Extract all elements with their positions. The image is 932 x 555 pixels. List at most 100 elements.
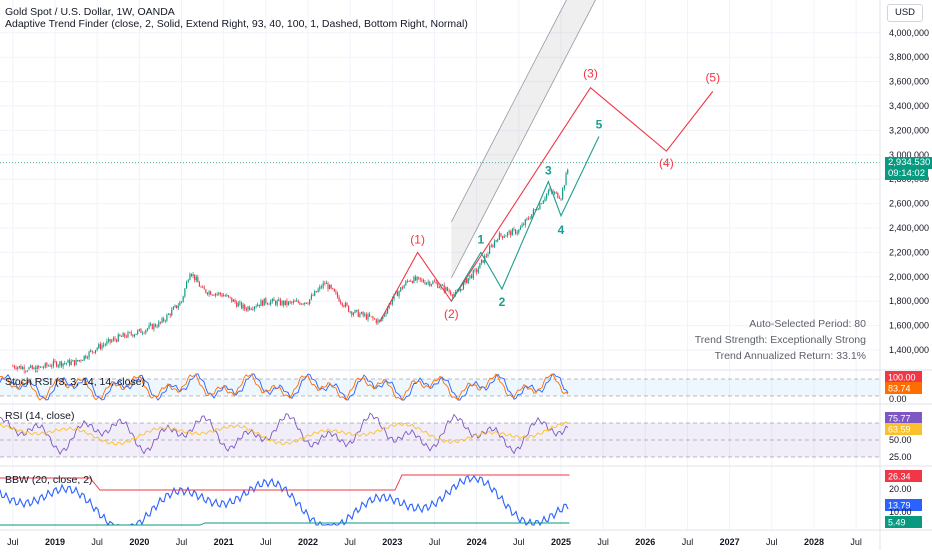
candle-body [172,307,174,310]
candle-body [405,281,407,286]
candle-body [86,357,89,359]
x-tick-label: 2023 [382,537,402,547]
candle-body [39,366,41,368]
candle-body [438,287,440,289]
candle-body [252,309,254,310]
candle-body [88,351,90,358]
candle-body [203,287,205,290]
candle-body [503,236,505,238]
candle-body [103,344,105,346]
candle-body [557,192,559,198]
candle-body [273,298,275,302]
candle-body [138,329,140,331]
candle-body [194,274,196,281]
candle-body [142,332,144,334]
candle-body [547,190,549,194]
candle-body [279,299,281,306]
candle-body [286,300,288,305]
candle-body [90,350,92,352]
candle-body [372,316,374,319]
candle-body [403,285,405,289]
x-tick-label: Jul [260,537,272,547]
candle-body [472,270,474,279]
x-tick-label: 2021 [214,537,234,547]
y-tick-label: 3,400,000 [889,101,929,111]
candle-body [333,288,335,292]
candle-body [112,338,114,341]
candle-body [223,295,225,297]
stoch-rsi-title[interactable]: Stoch RSI (3, 3, 14, 14, close) [5,376,146,388]
pane-tick-label: 50.00 [889,435,912,445]
candle-body [348,305,350,312]
wave-label: 3 [545,164,552,178]
bbw-title[interactable]: BBW (20, close, 2) [5,474,93,486]
pane-badge-text: 5.49 [888,518,906,528]
candle-body [96,347,98,351]
candle-body [555,192,557,194]
candle-body [111,340,113,342]
chart-title: Gold Spot / U.S. Dollar, 1W, OANDA [5,6,175,18]
candle-body [26,370,28,372]
price-series[interactable] [12,168,569,374]
candle-body [125,336,127,338]
candle-body [154,324,157,327]
candle-body [416,277,418,281]
candle-body [64,363,66,364]
candle-body [307,303,309,305]
candle-body [498,233,500,240]
candle-body [31,365,33,369]
candle-body [437,282,439,288]
candle-body [469,275,471,278]
candle-body [249,306,251,310]
candle-body [532,209,534,215]
candle-body [429,281,431,286]
candle-body [521,224,523,228]
candle-body [524,219,526,226]
y-tick-label: 3,600,000 [889,77,929,87]
candle-body [370,316,372,318]
y-tick-label: 2,600,000 [889,199,929,209]
x-tick-label: 2025 [551,537,571,547]
candle-body [174,305,176,308]
candle-body [364,314,366,316]
pane-badge [885,412,922,424]
candle-body [506,232,509,236]
candle-body [322,283,324,288]
candle-body [70,361,72,365]
candle-body [268,303,270,305]
candle-body [567,169,569,174]
x-tick-label: 2019 [45,537,65,547]
candle-body [143,332,145,334]
candle-body [208,291,210,295]
candle-body [117,334,119,342]
candle-body [171,309,173,316]
candle-body [226,295,228,297]
x-tick-label: 2028 [804,537,824,547]
currency-selector[interactable]: USD [887,4,923,22]
candle-body [218,292,220,294]
candle-body [529,218,531,220]
candle-body [276,300,278,305]
rsi-title[interactable]: RSI (14, close) [5,410,75,422]
indicator-title: Adaptive Trend Finder (close, 2, Solid, … [5,18,468,30]
candle-body [94,350,97,353]
candle-body [159,321,161,323]
candle-body [78,360,80,362]
stoch-k-line [0,373,569,401]
candle-body [46,363,48,366]
candle-body [413,276,415,283]
candle-body [135,333,137,335]
candle-body [101,345,103,349]
candle-body [375,319,377,323]
x-tick-label: 2027 [720,537,740,547]
candle-body [211,294,213,296]
candle-body [12,365,14,367]
candle-body [69,360,71,365]
rsi-ma-line [0,421,569,446]
y-tick-label: 2,200,000 [889,247,929,257]
y-tick-label: 1,600,000 [889,321,929,331]
y-tick-label: 4,000,000 [889,28,929,38]
stat-period: Auto-Selected Period: 80 [749,318,866,330]
